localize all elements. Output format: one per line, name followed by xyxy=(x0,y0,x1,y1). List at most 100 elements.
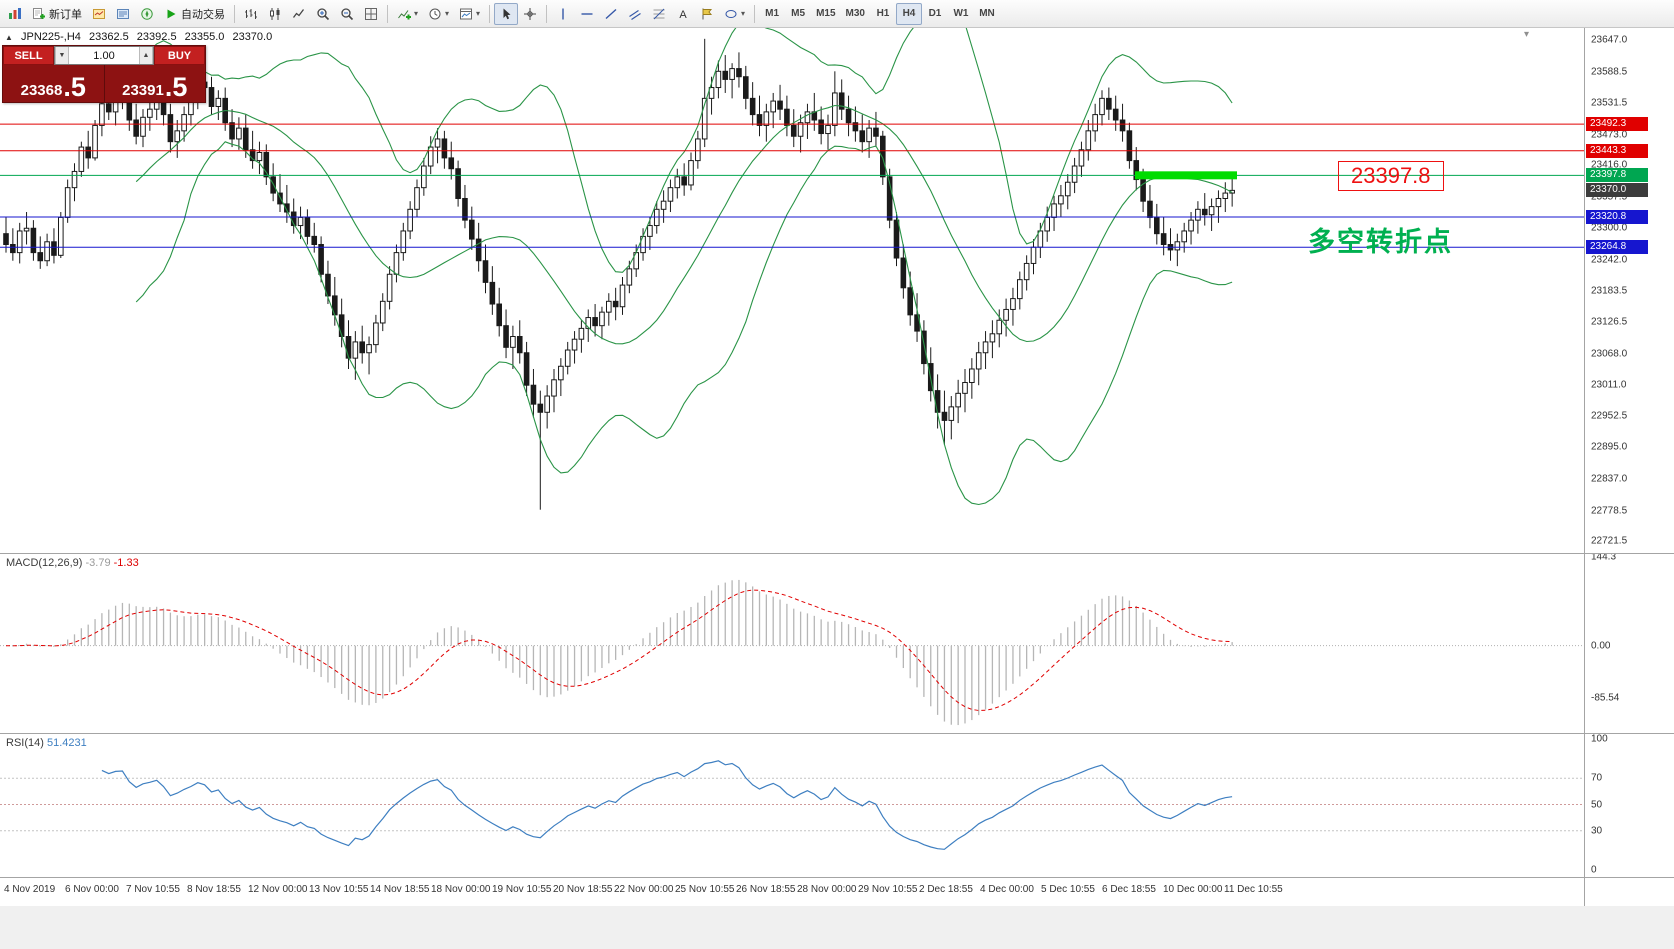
data-window-icon xyxy=(117,8,129,19)
timeframe-m1-button[interactable]: M1 xyxy=(765,8,780,19)
line-chart-button[interactable] xyxy=(287,3,311,25)
main-chart-pane[interactable]: ▾ ▲ JPN225-,H4 23362.5 23392.5 23355.0 2… xyxy=(0,28,1674,553)
autotrading-button-label: 自动交易 xyxy=(181,8,225,21)
clock-icon xyxy=(429,8,441,19)
time-axis[interactable]: 4 Nov 2019 6 Nov 00:00 7 Nov 10:55 8 Nov 18… xyxy=(0,878,1674,906)
vertical-line-button[interactable] xyxy=(551,3,575,25)
zoom-out-icon xyxy=(341,7,354,20)
macd-value: -3.79 xyxy=(85,557,111,569)
price-callout-annotation[interactable]: 23397.8 xyxy=(1338,161,1444,191)
label-button[interactable] xyxy=(695,3,719,25)
pane-separator[interactable] xyxy=(0,733,1674,734)
price-axis-tick: 23242.0 xyxy=(1591,254,1628,266)
time-axis-label: 10 Dec 00:00 xyxy=(1163,884,1223,895)
indicators-button[interactable]: ▾ xyxy=(392,3,423,25)
timeframe-m30-button[interactable]: M30 xyxy=(845,8,865,19)
hline-icon xyxy=(581,12,593,15)
timeframe-m15-button[interactable]: M15 xyxy=(816,8,836,19)
timeframe-h4-button[interactable]: H4 xyxy=(895,2,922,25)
macd-label: MACD(12,26,9) -3.79 -1.33 xyxy=(6,557,139,569)
price-axis-separator xyxy=(1584,28,1585,906)
time-axis-label: 12 Nov 00:00 xyxy=(248,884,308,895)
navigator-button[interactable] xyxy=(135,3,159,25)
price-axis-tick: 50 xyxy=(1591,799,1603,810)
toolbar-separator xyxy=(754,4,756,23)
turning-point-annotation[interactable]: 多空转折点 xyxy=(1308,227,1453,257)
price-axis-tick: 144.3 xyxy=(1591,554,1617,563)
price-axis-tick: 70 xyxy=(1591,772,1603,784)
pane-separator[interactable] xyxy=(0,553,1674,554)
autotrading-button[interactable]: 自动交易 xyxy=(159,3,230,25)
bar-chart-button[interactable] xyxy=(239,3,263,25)
price-axis-tick: 23183.5 xyxy=(1591,285,1628,297)
rsi-canvas[interactable] xyxy=(0,734,1584,877)
timeframe-h1-button[interactable]: H1 xyxy=(876,8,890,19)
autoplay-icon xyxy=(167,9,176,18)
rsi-pane[interactable]: RSI(14) 51.4231 100 70 50 30 0 xyxy=(0,734,1674,877)
templates-button[interactable]: ▾ xyxy=(454,3,485,25)
volume-input[interactable] xyxy=(69,47,139,64)
text-button[interactable]: A xyxy=(671,3,695,25)
macd-signal-value: -1.33 xyxy=(113,557,139,569)
price-axis-tick: 23531.5 xyxy=(1591,97,1628,109)
trendline-button[interactable] xyxy=(599,3,623,25)
price-axis-tick: 22721.5 xyxy=(1591,535,1628,547)
tile-windows-button[interactable] xyxy=(359,3,383,25)
timeframe-m5-button[interactable]: M5 xyxy=(791,8,806,19)
sell-price-int: 23368 xyxy=(20,82,63,99)
cursor-button[interactable] xyxy=(494,2,519,25)
sell-button[interactable]: SELL xyxy=(3,46,54,65)
market-watch-button[interactable] xyxy=(87,3,111,25)
horizontal-line-button[interactable] xyxy=(575,3,599,25)
mt-logo-icon xyxy=(9,7,21,19)
periods-button[interactable]: ▾ xyxy=(423,3,454,25)
timeframe-mn-button[interactable]: MN xyxy=(979,8,995,19)
zoom-in-button[interactable] xyxy=(311,3,335,25)
app-logo-icon xyxy=(3,3,27,25)
main-chart-canvas[interactable] xyxy=(0,28,1584,553)
macd-pane[interactable]: MACD(12,26,9) -3.79 -1.33 144.3 0.00 -85.5… xyxy=(0,554,1674,733)
price-tag: 23320.8 xyxy=(1586,210,1648,224)
crosshair-button[interactable] xyxy=(518,3,542,25)
chart-bars-icon xyxy=(245,8,257,19)
svg-text:A: A xyxy=(679,9,687,21)
volume-increase-button[interactable]: ▲ xyxy=(139,47,153,64)
ohlc-open: 23362.5 xyxy=(88,31,129,43)
time-axis-label: 4 Nov 2019 xyxy=(4,884,56,895)
pane-separator[interactable] xyxy=(0,877,1674,878)
chart-line-icon xyxy=(292,8,305,18)
data-window-button[interactable] xyxy=(111,3,135,25)
channel-button[interactable] xyxy=(623,3,647,25)
price-axis-tick: 23473.0 xyxy=(1591,129,1628,141)
shapes-icon xyxy=(725,9,737,18)
zoom-out-button[interactable] xyxy=(335,3,359,25)
price-axis-tick: -85.54 xyxy=(1591,692,1620,704)
toolbar-separator xyxy=(387,4,388,23)
price-axis-tick: 23068.0 xyxy=(1591,348,1628,360)
timeframe-d1-button[interactable]: D1 xyxy=(928,8,942,19)
buy-price[interactable]: 23391.5 xyxy=(105,65,206,102)
chart-shift-marker-icon: ▾ xyxy=(1524,29,1530,40)
main-toolbar: 新订单 自动交易 ▾ ▾ ▾ A ▾ M1 M5 M15 M30 H1 H4 D1 W1 MN xyxy=(0,0,1674,28)
volume-decrease-button[interactable]: ▼ xyxy=(55,47,69,64)
candlestick-chart-button[interactable] xyxy=(263,3,287,25)
buy-button[interactable]: BUY xyxy=(154,46,205,65)
fibonacci-button[interactable] xyxy=(647,3,671,25)
ohlc-low: 23355.0 xyxy=(184,31,225,43)
time-axis-label: 22 Nov 00:00 xyxy=(614,884,674,895)
shapes-button[interactable]: ▾ xyxy=(719,3,750,25)
one-click-toggle-icon[interactable]: ▲ xyxy=(5,33,13,42)
time-axis-label: 8 Nov 18:55 xyxy=(187,884,241,895)
new-order-button[interactable]: 新订单 xyxy=(27,3,87,25)
macd-canvas[interactable] xyxy=(0,554,1584,733)
sell-price[interactable]: 23368.5 xyxy=(3,65,105,102)
time-axis-label: 29 Nov 10:55 xyxy=(858,884,918,895)
crosshair-icon xyxy=(524,7,537,20)
time-axis-label: 6 Nov 00:00 xyxy=(65,884,119,895)
price-axis-tick: 0.00 xyxy=(1591,640,1611,652)
timeframe-w1-button[interactable]: W1 xyxy=(953,8,969,19)
price-axis-tick: 23011.0 xyxy=(1591,379,1627,391)
price-axis-tick: 22837.0 xyxy=(1591,473,1628,485)
market-watch-icon xyxy=(93,8,105,19)
